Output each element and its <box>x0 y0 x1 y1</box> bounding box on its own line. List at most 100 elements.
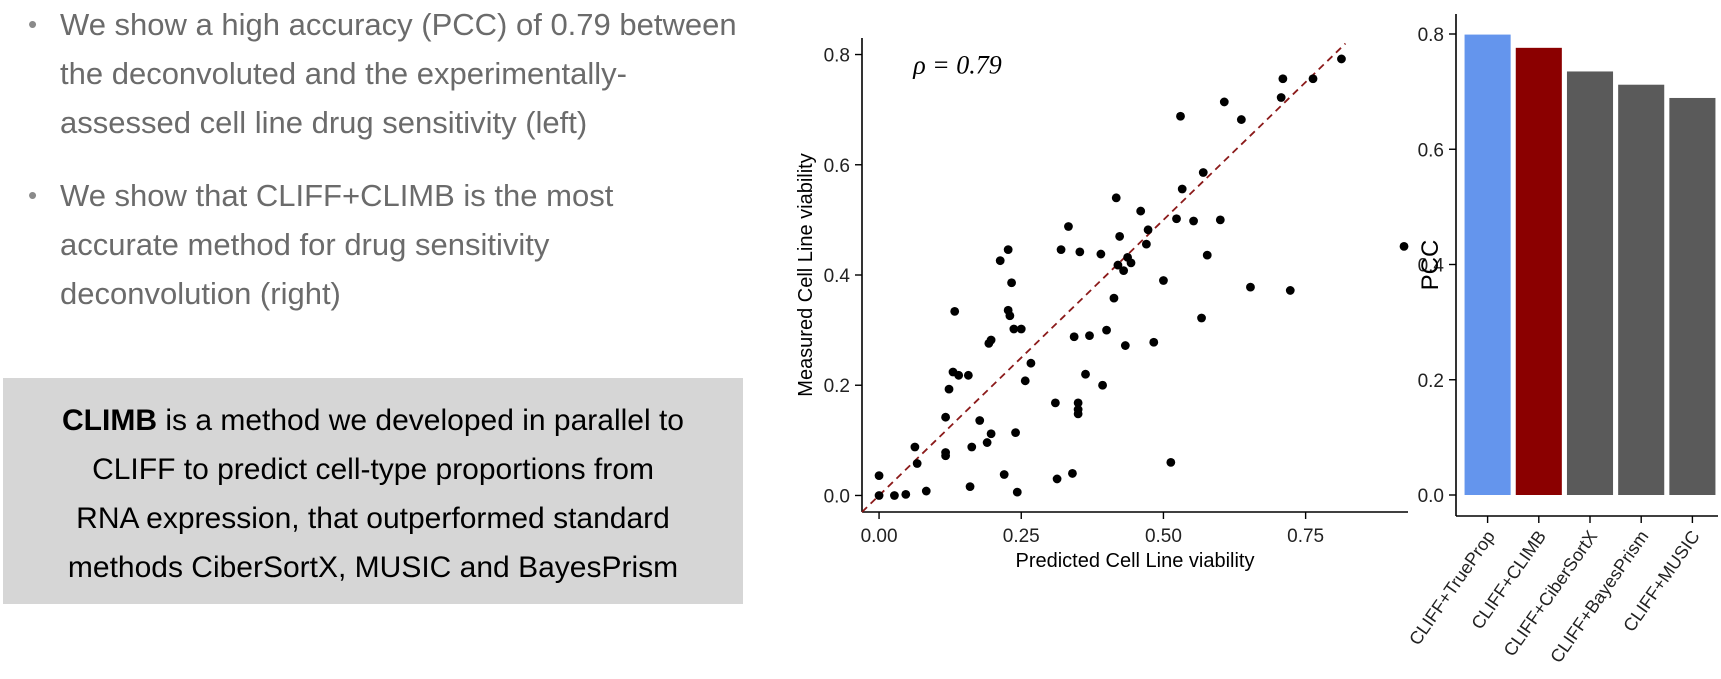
scatter-point <box>1159 276 1168 285</box>
scatter-y-tick-label: 0.6 <box>824 156 850 177</box>
scatter-point <box>1119 266 1129 275</box>
scatter-point <box>1136 206 1146 216</box>
bullet-item-accuracy: We show a high accuracy (PCC) of 0.79 be… <box>20 0 810 147</box>
scatter-point <box>1085 331 1094 341</box>
scatter-point <box>1166 457 1176 467</box>
scatter-point <box>1075 247 1085 257</box>
info-line: is a method we developed in parallel to <box>156 404 684 437</box>
scatter-chart: 0.00 0.25 0.50 0.75 0.0 0.2 0.4 0.6 0.8 Predicted… <box>795 38 1409 572</box>
scatter-point <box>965 482 975 492</box>
bullet-line: the deconvoluted and the experimentally- <box>60 56 627 91</box>
scatter-point <box>982 438 992 447</box>
scatter-point <box>1096 249 1106 259</box>
scatter-point <box>1202 250 1212 260</box>
scatter-point <box>1399 241 1409 251</box>
scatter-point <box>1012 487 1022 497</box>
scatter-point <box>1081 369 1090 379</box>
bar <box>1669 97 1716 496</box>
info-line: RNA expression, that outperformed standa… <box>76 502 670 535</box>
bar <box>1618 84 1665 496</box>
scatter-x-axis-label: Predicted Cell Line viability <box>1015 550 1254 572</box>
scatter-point <box>1308 74 1318 84</box>
scatter-point <box>1016 324 1026 334</box>
scatter-point <box>1126 258 1136 268</box>
scatter-y-tick-label: 0.0 <box>824 486 850 507</box>
scatter-point <box>1197 313 1206 323</box>
scatter-point <box>1176 111 1185 121</box>
bar-y-tick-label: 0.2 <box>1418 371 1444 392</box>
scatter-point <box>986 429 996 439</box>
scatter-point <box>1276 93 1286 102</box>
scatter-point <box>1007 278 1016 288</box>
scatter-x-tick-label: 0.50 <box>1145 526 1182 547</box>
scatter-point <box>1219 97 1229 107</box>
scatter-point <box>1215 215 1225 225</box>
scatter-point <box>1141 239 1151 249</box>
scatter-point <box>921 486 931 496</box>
scatter-y-tick-label: 0.2 <box>824 376 850 397</box>
scatter-x-tick-label: 0.75 <box>1287 526 1324 547</box>
climb-info-box: CLIMB is a method we developed in parall… <box>3 378 743 604</box>
scatter-point <box>1113 260 1123 270</box>
bullet-list: We show a high accuracy (PCC) of 0.79 be… <box>20 0 810 342</box>
bullet-line: accurate method for drug sensitivity <box>60 227 550 262</box>
scatter-point <box>1073 398 1083 408</box>
scatter-point <box>1189 216 1198 226</box>
scatter-point <box>874 471 884 481</box>
scatter-point <box>1143 225 1153 235</box>
scatter-point <box>910 442 920 452</box>
scatter-point <box>1073 405 1083 414</box>
scatter-point <box>963 370 973 380</box>
bar <box>1566 71 1614 496</box>
scatter-point <box>1069 332 1079 342</box>
bullet-line: We show that CLIFF+CLIMB is the most <box>60 178 614 213</box>
scatter-point <box>950 306 960 316</box>
scatter-point <box>1149 337 1159 347</box>
scatter-point <box>1109 293 1119 303</box>
scatter-x-tick-label: 0.25 <box>1003 526 1040 547</box>
scatter-point <box>1278 74 1288 84</box>
climb-bold-term: CLIMB <box>62 404 157 437</box>
scatter-point <box>1098 380 1107 390</box>
bar-y-tick-label: 0.6 <box>1418 140 1444 161</box>
scatter-point <box>1102 325 1111 335</box>
scatter-point <box>1003 245 1013 255</box>
bullet-item-method: We show that CLIFF+CLIMB is the most acc… <box>20 171 810 318</box>
bar-category-label: CLIFF+CiberSortX <box>1500 527 1602 660</box>
bar-y-tick-label: 0.4 <box>1418 256 1445 277</box>
bullet-line: assessed cell line drug sensitivity (lef… <box>60 105 588 140</box>
scatter-point <box>954 370 964 380</box>
scatter-point <box>944 384 954 394</box>
scatter-point <box>1115 232 1125 241</box>
scatter-point <box>1064 222 1073 231</box>
scatter-point <box>1120 341 1130 350</box>
scatter-point <box>1177 184 1187 194</box>
bar-y-tick-label: 0.0 <box>1418 486 1444 507</box>
scatter-point <box>1009 324 1019 334</box>
scatter-point <box>1198 168 1208 177</box>
scatter-x-tick-label: 0.00 <box>861 526 898 547</box>
bullet-line: We show a high accuracy (PCC) of 0.79 be… <box>60 7 737 42</box>
bar-chart: 0.00.20.40.60.8PCCCLIFF+TruePropCLIFF+CL… <box>1405 14 1718 667</box>
bar-y-axis-label: PCC <box>1417 240 1444 291</box>
scatter-point <box>1005 311 1015 321</box>
rho-annotation: ρ = 0.79 <box>912 51 1002 80</box>
scatter-point <box>1246 282 1255 292</box>
scatter-point <box>1285 286 1295 295</box>
scatter-point <box>975 416 985 425</box>
bar <box>1464 34 1511 496</box>
scatter-point <box>1068 469 1077 478</box>
scatter-point <box>1236 115 1246 124</box>
scatter-point <box>941 451 951 461</box>
scatter-y-axis-label: Measured Cell Line viability <box>795 153 817 396</box>
scatter-point <box>1172 214 1181 224</box>
bar <box>1515 47 1562 496</box>
info-line: CLIFF to predict cell-type proportions f… <box>92 453 654 486</box>
scatter-point <box>986 335 996 345</box>
scatter-y-tick-label: 0.8 <box>824 46 850 67</box>
scatter-point <box>1337 54 1346 64</box>
scatter-point <box>1052 474 1062 484</box>
scatter-point <box>941 412 951 422</box>
scatter-point <box>995 256 1005 266</box>
